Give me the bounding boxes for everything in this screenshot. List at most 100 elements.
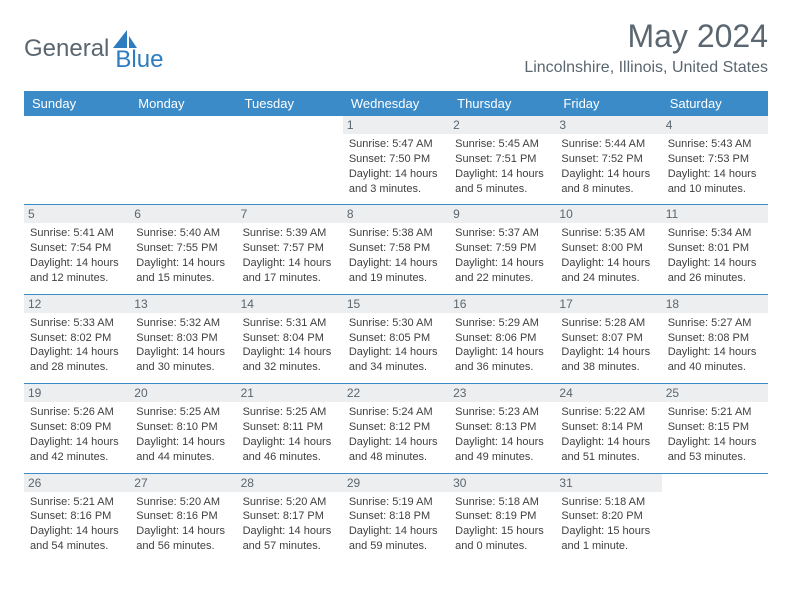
calendar-cell [24,116,130,205]
cell-info-line: and 15 minutes. [136,271,230,286]
cell-info-line: Sunset: 7:58 PM [349,241,443,256]
cell-info-line: and 17 minutes. [243,271,337,286]
calendar-cell: 3Sunrise: 5:44 AMSunset: 7:52 PMDaylight… [555,116,661,205]
cell-info-line: Sunset: 8:08 PM [668,331,762,346]
cell-info-line: Sunset: 8:16 PM [136,509,230,524]
day-number: 19 [24,384,130,402]
calendar-cell: 5 Sunrise: 5:41 AMSunset: 7:54 PMDaylight… [24,205,130,294]
calendar-cell: 23Sunrise: 5:23 AMSunset: 8:13 PMDayligh… [449,384,555,473]
cell-info-line: Daylight: 14 hours [30,256,124,271]
cell-info-line: and 1 minute. [561,539,655,554]
cell-info-line: Sunrise: 5:29 AM [455,316,549,331]
day-header: Friday [555,91,661,116]
cell-info-line: Sunrise: 5:27 AM [668,316,762,331]
calendar-cell: 2Sunrise: 5:45 AMSunset: 7:51 PMDaylight… [449,116,555,205]
cell-info-line: and 28 minutes. [30,360,124,375]
cell-info-line: Daylight: 14 hours [30,435,124,450]
calendar-cell: 15Sunrise: 5:30 AMSunset: 8:05 PMDayligh… [343,294,449,383]
day-header: Saturday [662,91,768,116]
cell-info-line: Sunset: 8:12 PM [349,420,443,435]
cell-info-line: Sunrise: 5:20 AM [136,495,230,510]
calendar-cell: 30Sunrise: 5:18 AMSunset: 8:19 PMDayligh… [449,473,555,562]
cell-info-line: and 30 minutes. [136,360,230,375]
cell-info-line: Sunset: 7:50 PM [349,152,443,167]
calendar-cell: 31Sunrise: 5:18 AMSunset: 8:20 PMDayligh… [555,473,661,562]
day-number: 30 [449,474,555,492]
day-number: 9 [449,205,555,223]
cell-info-line: and 48 minutes. [349,450,443,465]
cell-info-line: Sunrise: 5:41 AM [30,226,124,241]
day-header: Monday [130,91,236,116]
calendar-cell: 18Sunrise: 5:27 AMSunset: 8:08 PMDayligh… [662,294,768,383]
cell-info-line: Daylight: 14 hours [668,345,762,360]
cell-info-line: Sunset: 7:51 PM [455,152,549,167]
cell-info-line: and 54 minutes. [30,539,124,554]
logo-text-general: General [24,35,109,63]
day-header: Tuesday [237,91,343,116]
cell-info-line: and 38 minutes. [561,360,655,375]
cell-info-line: and 10 minutes. [668,182,762,197]
cell-info-line: Sunset: 8:06 PM [455,331,549,346]
cell-info-line: and 49 minutes. [455,450,549,465]
calendar-week-row: 1Sunrise: 5:47 AMSunset: 7:50 PMDaylight… [24,116,768,205]
day-number: 29 [343,474,449,492]
cell-info-line: Daylight: 14 hours [136,256,230,271]
day-number: 27 [130,474,236,492]
cell-info-line: Daylight: 14 hours [136,524,230,539]
header: General Blue May 2024 Lincolnshire, Illi… [24,18,768,77]
cell-info-line: Sunrise: 5:21 AM [30,495,124,510]
cell-info-line: Sunset: 8:04 PM [243,331,337,346]
cell-info-line: and 34 minutes. [349,360,443,375]
logo: General Blue [24,24,163,74]
cell-info-line: Daylight: 14 hours [455,345,549,360]
calendar-week-row: 5Sunrise: 5:41 AMSunset: 7:54 PMDaylight… [24,205,768,294]
cell-info-line: Sunset: 7:53 PM [668,152,762,167]
day-number: 10 [555,205,661,223]
cell-info-line: and 46 minutes. [243,450,337,465]
calendar-cell: 19Sunrise: 5:26 AMSunset: 8:09 PMDayligh… [24,384,130,473]
cell-info-line: and 12 minutes. [30,271,124,286]
cell-info-line: Daylight: 14 hours [136,345,230,360]
cell-info-line: Sunset: 8:07 PM [561,331,655,346]
day-number: 26 [24,474,130,492]
day-header-row: SundayMondayTuesdayWednesdayThursdayFrid… [24,91,768,116]
cell-info-line: Sunrise: 5:33 AM [30,316,124,331]
cell-info-line: and 57 minutes. [243,539,337,554]
cell-info-line: Sunrise: 5:37 AM [455,226,549,241]
day-number: 31 [555,474,661,492]
cell-info-line: Daylight: 15 hours [455,524,549,539]
cell-info-line: Daylight: 14 hours [349,167,443,182]
cell-info-line: Sunrise: 5:24 AM [349,405,443,420]
cell-info-line: Daylight: 14 hours [349,345,443,360]
calendar-cell: 6Sunrise: 5:40 AMSunset: 7:55 PMDaylight… [130,205,236,294]
cell-info-line: Daylight: 15 hours [561,524,655,539]
cell-info-line: Sunrise: 5:34 AM [668,226,762,241]
cell-info-line: Daylight: 14 hours [561,167,655,182]
cell-info-line: Sunrise: 5:45 AM [455,137,549,152]
calendar-cell: 24Sunrise: 5:22 AMSunset: 8:14 PMDayligh… [555,384,661,473]
day-number: 7 [237,205,343,223]
day-number: 1 [343,116,449,134]
day-number: 23 [449,384,555,402]
cell-info-line: Sunrise: 5:31 AM [243,316,337,331]
cell-info-line: Sunrise: 5:20 AM [243,495,337,510]
day-number: 28 [237,474,343,492]
day-number: 4 [662,116,768,134]
day-header: Sunday [24,91,130,116]
day-number: 5 [24,205,130,223]
cell-info-line: Sunset: 8:19 PM [455,509,549,524]
day-number: 15 [343,295,449,313]
cell-info-line: and 44 minutes. [136,450,230,465]
cell-info-line: Sunset: 7:54 PM [30,241,124,256]
cell-info-line: Sunset: 8:20 PM [561,509,655,524]
cell-info-line: Daylight: 14 hours [243,345,337,360]
day-number: 3 [555,116,661,134]
day-number: 6 [130,205,236,223]
cell-info-line: and 8 minutes. [561,182,655,197]
cell-info-line: and 26 minutes. [668,271,762,286]
day-number: 25 [662,384,768,402]
calendar-cell: 29Sunrise: 5:19 AMSunset: 8:18 PMDayligh… [343,473,449,562]
cell-info-line: and 42 minutes. [30,450,124,465]
day-number: 17 [555,295,661,313]
cell-info-line: Daylight: 14 hours [243,435,337,450]
